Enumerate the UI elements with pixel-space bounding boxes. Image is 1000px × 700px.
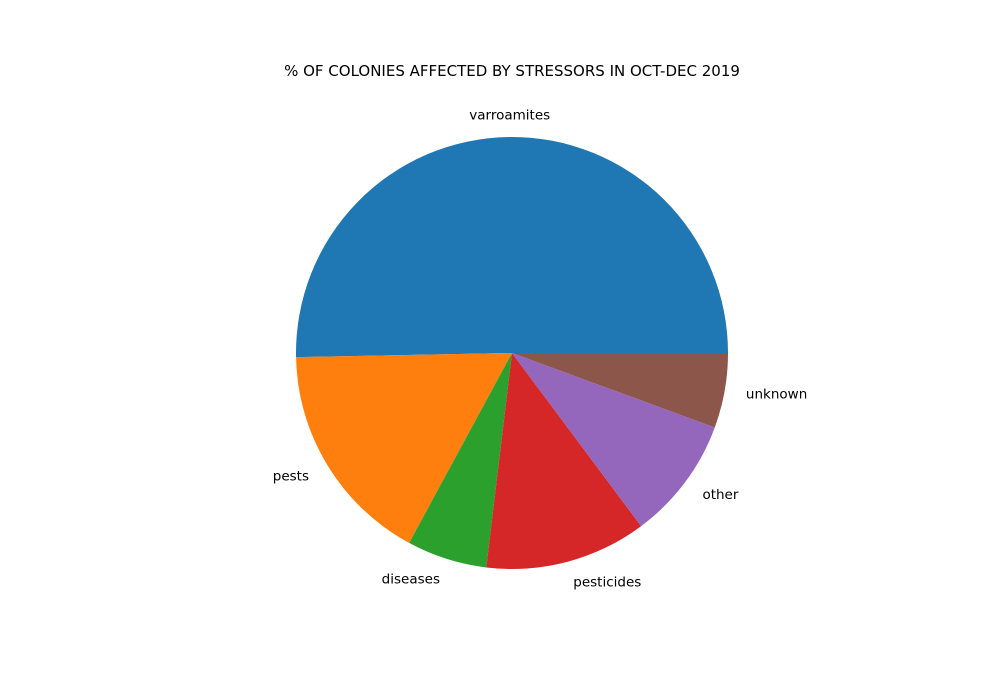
pie-slice-unknown: [512, 353, 728, 428]
pie-slice-pesticides: [486, 353, 642, 569]
pie-slice-varroamites: [296, 137, 728, 358]
pie-slices: [296, 137, 728, 569]
slice-label-varroamites: varroamites: [469, 107, 550, 123]
slice-labels: varroamites pests diseases pesticides other u…: [273, 107, 808, 590]
pie-slice-pests: [296, 353, 512, 543]
slice-label-unknown: unknown: [746, 387, 807, 403]
chart-title: % OF COLONIES AFFECTED BY STRESSORS IN O…: [284, 62, 740, 80]
pie-slice-diseases: [409, 353, 512, 568]
pie-slice-other: [512, 353, 715, 527]
slice-label-pesticides: pesticides: [573, 575, 641, 591]
slice-label-diseases: diseases: [382, 571, 440, 587]
slice-label-pests: pests: [273, 469, 309, 485]
slice-label-other: other: [702, 487, 738, 503]
